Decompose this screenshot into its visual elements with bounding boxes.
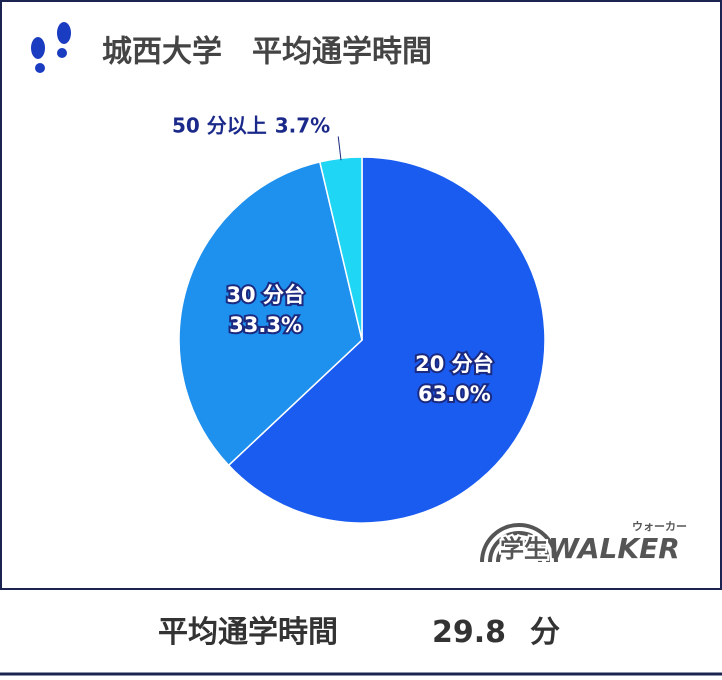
slice-value-label: 33.3%	[229, 313, 302, 337]
footprints-icon	[31, 22, 71, 73]
slice-value-label: 63.0%	[418, 382, 491, 406]
slice-category: 30 分台	[226, 283, 305, 307]
footer-unit: 分	[530, 615, 560, 650]
logo-reading: ウォーカー	[632, 520, 687, 533]
footer-value: 29.8	[432, 615, 506, 650]
pie: 20 分台 63.0% 30 分台 33.3% 50 分以上 3.7%	[172, 113, 546, 524]
pie-slice	[227, 156, 546, 524]
logo-brand: WALKER	[548, 532, 680, 565]
footer-label: 平均通学時間	[158, 615, 338, 650]
slice-value-label: 3.7%	[275, 113, 330, 137]
outside-label: 50 分以上 3.7%	[172, 113, 330, 137]
footer-text: 平均通学時間 29.8 分	[158, 615, 560, 650]
leader-line	[337, 136, 342, 161]
chart-title: 城西大学 平均通学時間	[102, 35, 432, 70]
slice-category: 20 分台	[415, 352, 494, 376]
pie-slice	[178, 161, 363, 467]
logo-text: 学生	[500, 535, 548, 563]
logo: 学生 WALKER ウォーカー	[480, 520, 687, 565]
slice-category: 50 分以上	[172, 113, 267, 137]
